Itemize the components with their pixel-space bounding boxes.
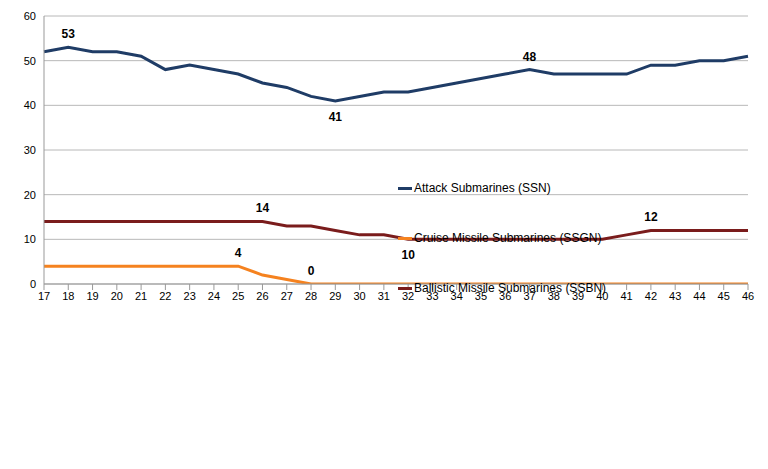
svg-text:39: 39 <box>572 290 584 302</box>
svg-text:46: 46 <box>742 290 754 302</box>
svg-text:36: 36 <box>499 290 511 302</box>
svg-text:4: 4 <box>235 246 242 260</box>
svg-text:48: 48 <box>523 50 537 64</box>
svg-text:30: 30 <box>353 290 365 302</box>
svg-text:0: 0 <box>308 264 315 278</box>
svg-text:31: 31 <box>378 290 390 302</box>
svg-text:19: 19 <box>86 290 98 302</box>
svg-text:17: 17 <box>38 290 50 302</box>
svg-text:25: 25 <box>232 290 244 302</box>
svg-text:43: 43 <box>669 290 681 302</box>
svg-text:35: 35 <box>475 290 487 302</box>
svg-text:42: 42 <box>645 290 657 302</box>
svg-text:22: 22 <box>159 290 171 302</box>
svg-text:45: 45 <box>718 290 730 302</box>
svg-text:14: 14 <box>256 201 270 215</box>
svg-text:29: 29 <box>329 290 341 302</box>
svg-text:21: 21 <box>135 290 147 302</box>
svg-text:27: 27 <box>281 290 293 302</box>
svg-text:18: 18 <box>62 290 74 302</box>
svg-text:53: 53 <box>62 27 76 41</box>
svg-text:41: 41 <box>329 110 343 124</box>
svg-text:26: 26 <box>256 290 268 302</box>
svg-text:40: 40 <box>596 290 608 302</box>
svg-text:28: 28 <box>305 290 317 302</box>
svg-text:0: 0 <box>30 278 36 290</box>
svg-text:44: 44 <box>693 290 705 302</box>
svg-text:20: 20 <box>24 189 36 201</box>
svg-text:33: 33 <box>426 290 438 302</box>
svg-text:40: 40 <box>24 99 36 111</box>
svg-text:41: 41 <box>620 290 632 302</box>
svg-text:12: 12 <box>644 210 658 224</box>
svg-text:20: 20 <box>111 290 123 302</box>
svg-text:60: 60 <box>24 10 36 22</box>
svg-text:34: 34 <box>451 290 463 302</box>
svg-text:30: 30 <box>24 144 36 156</box>
svg-text:32: 32 <box>402 290 414 302</box>
svg-text:24: 24 <box>208 290 220 302</box>
svg-text:37: 37 <box>523 290 535 302</box>
svg-text:23: 23 <box>184 290 196 302</box>
svg-text:10: 10 <box>24 233 36 245</box>
svg-text:50: 50 <box>24 55 36 67</box>
svg-text:10: 10 <box>401 248 415 262</box>
svg-text:38: 38 <box>548 290 560 302</box>
